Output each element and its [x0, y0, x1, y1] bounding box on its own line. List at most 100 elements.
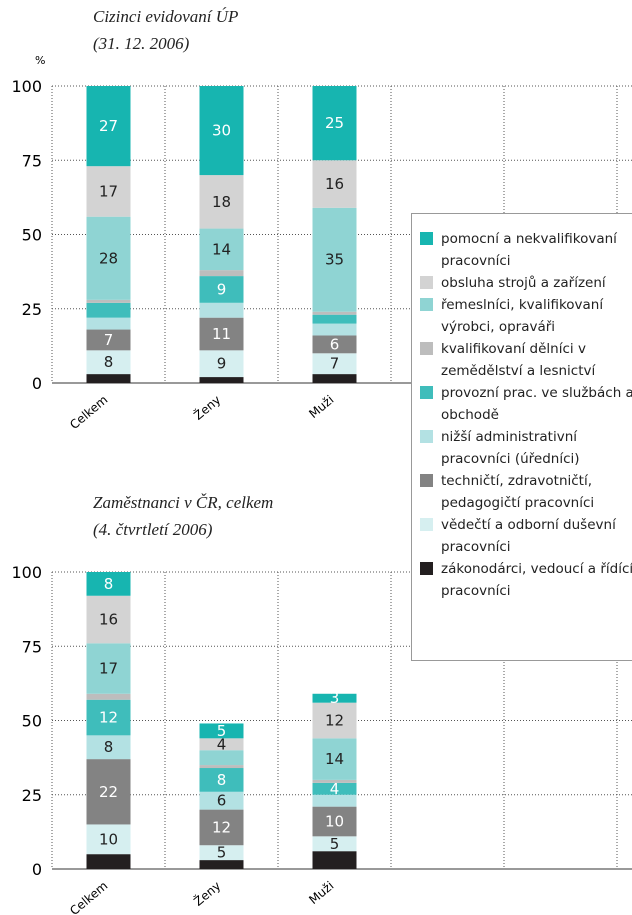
- bar-segment: [199, 276, 244, 303]
- bar-segment: [86, 854, 131, 869]
- x-tick-label: Ženy: [191, 392, 224, 423]
- y-axis-label: %: [35, 54, 45, 67]
- legend-item: nižší administrativní pracovníci (úřední…: [420, 426, 632, 470]
- data-label: 8: [104, 353, 114, 371]
- data-label: 28: [99, 249, 118, 267]
- chart-title: Cizinci evidovaní ÚP: [93, 7, 238, 26]
- bar-segment: [86, 699, 131, 736]
- bar-segment: [312, 335, 357, 354]
- data-label: 16: [99, 611, 118, 629]
- data-label: 18: [212, 193, 231, 211]
- bar-segment: [199, 317, 244, 351]
- data-label: 7: [104, 331, 114, 349]
- data-label: 17: [99, 660, 118, 678]
- legend-label: nižší administrativní pracovníci (úřední…: [441, 429, 580, 467]
- legend-item: obsluha strojů a zařízení: [420, 272, 632, 294]
- legend-label: pomocní a nekvalifikovaní pracovníci: [441, 231, 617, 269]
- legend-label: zákonodárci, vedoucí a řídící pracovníci: [441, 561, 632, 599]
- legend-swatch: [420, 298, 433, 311]
- data-label: 25: [325, 114, 344, 132]
- legend-item: vědečtí a odborní duševní pracovníci: [420, 514, 632, 558]
- bar-segment: [312, 794, 357, 807]
- bar-segment: [312, 353, 357, 375]
- legend-item: kvalifikovaní dělníci v zemědělství a le…: [420, 338, 632, 382]
- bar-segment: [199, 377, 244, 383]
- bar-segment: [199, 809, 244, 846]
- data-label: 8: [104, 575, 114, 593]
- bar-segment: [86, 302, 131, 318]
- x-tick-label: Muži: [306, 879, 336, 907]
- data-label: 5: [330, 835, 340, 853]
- y-tick-label: 75: [22, 151, 42, 170]
- legend-swatch: [420, 342, 433, 355]
- x-tick-label: Muži: [306, 393, 336, 421]
- y-tick-label: 100: [11, 563, 42, 582]
- bar-segment: [199, 765, 244, 769]
- bar-segment: [312, 779, 357, 783]
- legend-item: zákonodárci, vedoucí a řídící pracovníci: [420, 558, 632, 602]
- y-tick-label: 25: [22, 300, 42, 319]
- legend-item: provozní prac. ve službách a obchodě: [420, 382, 632, 426]
- data-label: 14: [212, 240, 231, 258]
- bar-segment: [86, 572, 131, 596]
- y-tick-label: 25: [22, 786, 42, 805]
- y-tick-label: 50: [22, 226, 42, 245]
- y-tick-label: 75: [22, 637, 42, 656]
- legend-item: řemeslníci, kvalifikovaní výrobci, oprav…: [420, 294, 632, 338]
- data-label: 5: [217, 722, 227, 740]
- data-label: 12: [212, 818, 231, 836]
- legend-item: pomocní a nekvalifikovaní pracovníci: [420, 228, 632, 272]
- legend-label: řemeslníci, kvalifikovaní výrobci, oprav…: [441, 297, 604, 335]
- bar-segment: [312, 86, 357, 161]
- bar-segment: [86, 824, 131, 855]
- legend-swatch: [420, 518, 433, 531]
- bar-segment: [199, 270, 244, 277]
- legend-label: provozní prac. ve službách a obchodě: [441, 385, 632, 423]
- bar-segment: [86, 86, 131, 167]
- data-label: 4: [330, 780, 340, 798]
- legend-item: techničtí, zdravotničtí, pedagogičtí pra…: [420, 470, 632, 514]
- data-label: 6: [330, 335, 340, 353]
- data-label: 6: [217, 792, 227, 810]
- chart-subtitle: (4. čtvrtletí 2006): [93, 520, 213, 539]
- legend-swatch: [420, 562, 433, 575]
- bar-segment: [199, 845, 244, 861]
- bar-segment: [312, 702, 357, 739]
- bar-segment: [312, 323, 357, 336]
- bar-segment: [312, 806, 357, 837]
- bar-segment: [86, 216, 131, 300]
- bar-segment: [199, 302, 244, 318]
- data-label: 12: [325, 712, 344, 730]
- bar-segment: [199, 86, 244, 176]
- bar-segment: [86, 735, 131, 760]
- bar-segment: [199, 175, 244, 229]
- y-tick-label: 50: [22, 712, 42, 731]
- data-label: 27: [99, 117, 118, 135]
- bar-segment: [86, 317, 131, 330]
- y-tick-label: 100: [11, 77, 42, 96]
- x-tick-label: Celkem: [67, 393, 110, 432]
- data-label: 4: [217, 735, 227, 753]
- data-label: 10: [325, 812, 344, 830]
- bar-segment: [86, 693, 131, 700]
- legend-swatch: [420, 386, 433, 399]
- data-label: 22: [99, 783, 118, 801]
- bar-segment: [86, 329, 131, 351]
- legend: pomocní a nekvalifikovaní pracovníci obsl…: [411, 213, 632, 661]
- bar-segment: [312, 738, 357, 780]
- y-tick-label: 0: [32, 860, 42, 879]
- legend-swatch: [420, 276, 433, 289]
- bar-segment: [312, 693, 357, 703]
- bar-segment: [199, 860, 244, 869]
- chart-subtitle: (31. 12. 2006): [93, 34, 190, 53]
- data-label: 16: [325, 175, 344, 193]
- bar-segment: [199, 768, 244, 792]
- bar-segment: [199, 350, 244, 378]
- data-label: 35: [325, 251, 344, 269]
- data-label: 9: [217, 355, 227, 373]
- legend-label: obsluha strojů a zařízení: [441, 275, 606, 291]
- data-label: 7: [330, 355, 340, 373]
- bar-segment: [312, 374, 357, 383]
